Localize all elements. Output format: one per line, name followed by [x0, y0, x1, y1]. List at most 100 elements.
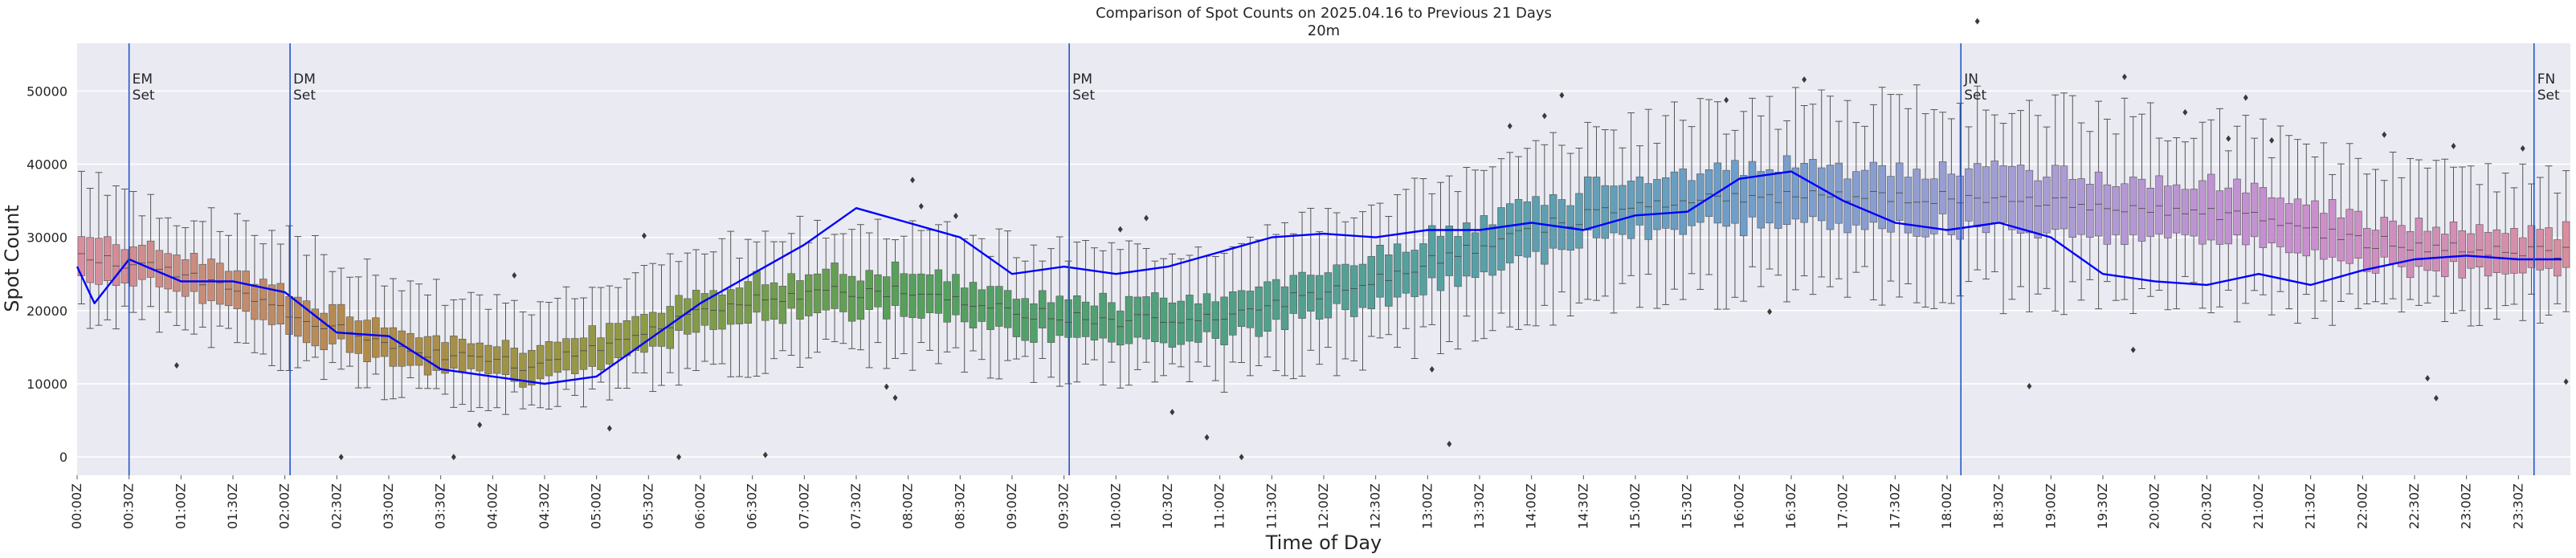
box-body — [1818, 167, 1826, 222]
outlier-point — [676, 454, 682, 461]
box-body — [415, 337, 423, 366]
box-116 — [1081, 239, 1090, 365]
box-236 — [2121, 73, 2129, 300]
box-143 — [1315, 231, 1324, 365]
outlier-point — [2451, 142, 2456, 149]
y-axis-label: Spot Count — [1, 205, 23, 312]
box-62 — [614, 287, 623, 389]
box-1 — [86, 188, 94, 329]
box-body — [1108, 302, 1116, 343]
box-278 — [2484, 163, 2492, 309]
box-88 — [839, 233, 847, 344]
box-262 — [2345, 143, 2354, 295]
box-body — [1186, 295, 1194, 342]
x-axis-label: Time of Day — [1265, 532, 1382, 554]
box-body — [2086, 184, 2094, 238]
box-body — [1151, 292, 1159, 343]
box-body — [2233, 178, 2241, 235]
plot-area — [76, 18, 2570, 479]
box-216 — [1947, 118, 1956, 304]
box-177 — [1610, 129, 1618, 314]
plot-background — [77, 43, 2570, 475]
box-277 — [2476, 184, 2484, 326]
box-73 — [709, 251, 717, 365]
box-195 — [1766, 96, 1774, 316]
box-body — [2302, 204, 2310, 257]
box-48 — [493, 294, 501, 409]
box-body — [1557, 199, 1566, 250]
box-129 — [1194, 246, 1202, 363]
box-199 — [1800, 76, 1808, 277]
box-body — [1428, 225, 1436, 279]
box-body — [891, 261, 900, 306]
box-body — [2250, 182, 2259, 238]
x-tick-label: 03:30Z — [433, 483, 448, 529]
box-body — [727, 289, 735, 325]
box-body — [1800, 163, 1808, 223]
x-tick-label: 10:00Z — [1108, 483, 1123, 529]
box-164 — [1497, 158, 1505, 314]
box-body — [1592, 177, 1601, 238]
box-124 — [1151, 260, 1159, 383]
box-body — [190, 253, 198, 292]
box-154 — [1410, 177, 1419, 360]
box-0 — [77, 170, 86, 305]
box-body — [173, 255, 181, 292]
box-body — [2077, 178, 2085, 235]
box-body — [874, 274, 882, 308]
box-210 — [1896, 94, 1904, 298]
box-body — [1410, 250, 1419, 297]
x-tick-label: 03:00Z — [381, 483, 396, 529]
outlier-point — [1170, 409, 1175, 416]
box-17 — [224, 234, 233, 329]
box-body — [233, 270, 242, 309]
box-269 — [2406, 157, 2415, 300]
box-body — [1393, 243, 1402, 298]
box-body — [2268, 197, 2276, 243]
box-45 — [467, 291, 476, 412]
box-69 — [675, 261, 683, 461]
box-body — [1255, 286, 1263, 337]
box-body — [155, 250, 164, 287]
box-body — [432, 335, 440, 371]
box-94 — [891, 239, 900, 401]
x-tick-label: 11:00Z — [1212, 483, 1227, 529]
outlier-point — [512, 272, 517, 279]
box-111 — [1039, 260, 1047, 359]
x-tick-label: 15:00Z — [1627, 483, 1643, 529]
outlier-point — [1724, 96, 1729, 104]
box-body — [1843, 178, 1851, 234]
box-52 — [528, 314, 536, 405]
x-tick-label: 21:30Z — [2303, 483, 2318, 529]
box-194 — [1757, 115, 1765, 287]
x-tick-label: 22:30Z — [2407, 483, 2422, 529]
outlier-point — [1507, 123, 1513, 130]
box-51 — [519, 312, 527, 409]
box-275 — [2458, 166, 2466, 312]
box-66 — [649, 263, 657, 393]
box-body — [753, 271, 761, 313]
box-61 — [606, 285, 614, 432]
marker-label-0: EM Set — [133, 71, 155, 104]
box-body — [2354, 210, 2362, 259]
box-body — [329, 303, 337, 344]
box-body — [2103, 184, 2112, 245]
box-150 — [1376, 202, 1384, 339]
outlier-point — [1559, 92, 1565, 99]
box-body — [129, 246, 137, 287]
box-102 — [961, 238, 969, 373]
box-23 — [276, 243, 284, 371]
box-body — [847, 275, 856, 322]
box-148 — [1358, 211, 1367, 371]
box-body — [735, 287, 744, 324]
box-body — [2207, 173, 2215, 241]
box-body — [276, 283, 284, 325]
x-tick-label: 01:30Z — [225, 483, 240, 529]
x-tick-label: 04:00Z — [484, 483, 500, 529]
box-250 — [2242, 94, 2250, 304]
box-body — [1670, 171, 1679, 230]
box-body — [796, 280, 804, 320]
box-107 — [1003, 230, 1012, 361]
box-body — [2492, 229, 2501, 273]
box-body — [1731, 160, 1739, 224]
